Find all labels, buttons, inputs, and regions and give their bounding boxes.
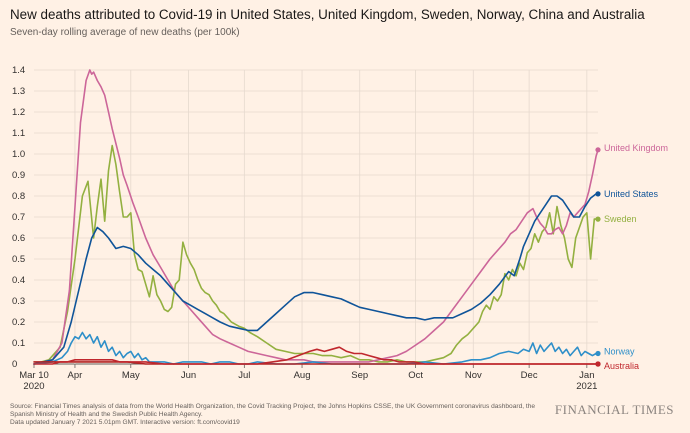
series-end-marker-norway: [595, 350, 601, 357]
x-tick-label: Jul: [238, 370, 250, 381]
series-line-united-states: [33, 193, 599, 365]
x-tick-label: Jan: [579, 370, 594, 381]
series-label-norway: Norway: [604, 347, 635, 357]
series-end-marker-sweden: [595, 216, 601, 222]
ft-logo: FINANCIAL TIMES: [554, 402, 674, 417]
x-tick-label: Aug: [294, 370, 311, 381]
series-label-united-kingdom: United Kingdom: [604, 143, 668, 153]
y-tick-label: 1.2: [12, 107, 25, 118]
x-tick-label: Oct: [408, 370, 423, 381]
series-label-united-states: United States: [604, 189, 659, 199]
y-tick-label: 0.9: [12, 170, 25, 181]
y-tick-label: 1.1: [12, 128, 25, 139]
series-line-australia: [33, 346, 599, 365]
y-tick-label: 0: [12, 359, 17, 370]
y-tick-label: 1.3: [12, 86, 25, 97]
x-tick-label: Dec: [521, 370, 538, 381]
y-tick-label: 0.8: [12, 191, 25, 202]
data-updated-text: Data updated January 7 2021 5.01pm GMT. …: [10, 418, 240, 426]
chart-title: New deaths attributed to Covid-19 in Uni…: [10, 7, 645, 22]
source-text: Source: Financial Times analysis of data…: [10, 403, 536, 418]
x-tick-label: Sep: [351, 370, 368, 381]
x-tick-label: Apr: [68, 370, 83, 381]
y-tick-label: 0.4: [12, 275, 25, 286]
series-label-australia: Australia: [604, 361, 639, 371]
series-line-united-kingdom: [33, 69, 599, 365]
y-tick-label: 0.6: [12, 233, 25, 244]
x-tick-year-label: 2020: [23, 381, 44, 392]
source-note: Source: Financial Times analysis of data…: [10, 403, 555, 426]
y-tick-label: 0.5: [12, 254, 25, 265]
x-tick-label: Jun: [181, 370, 196, 381]
series-end-marker-united-kingdom: [595, 147, 601, 153]
y-tick-label: 0.7: [12, 212, 25, 223]
y-tick-label: 0.1: [12, 338, 25, 349]
series-label-sweden: Sweden: [604, 214, 637, 224]
series-end-marker-united-states: [595, 191, 601, 197]
chart-subtitle: Seven-day rolling average of new deaths …: [10, 27, 240, 38]
x-tick-label: May: [122, 370, 140, 381]
series-line-norway: [33, 331, 599, 365]
y-tick-label: 0.2: [12, 317, 25, 328]
y-tick-label: 1.4: [12, 65, 25, 76]
y-tick-label: 0.3: [12, 296, 25, 307]
series-line-sweden: [33, 144, 599, 365]
x-tick-label: Nov: [465, 370, 482, 381]
x-tick-year-label: 2021: [576, 381, 597, 392]
series-end-marker-australia: [595, 361, 601, 367]
y-tick-label: 1.0: [12, 149, 25, 160]
x-tick-label: Mar 10: [19, 370, 49, 381]
